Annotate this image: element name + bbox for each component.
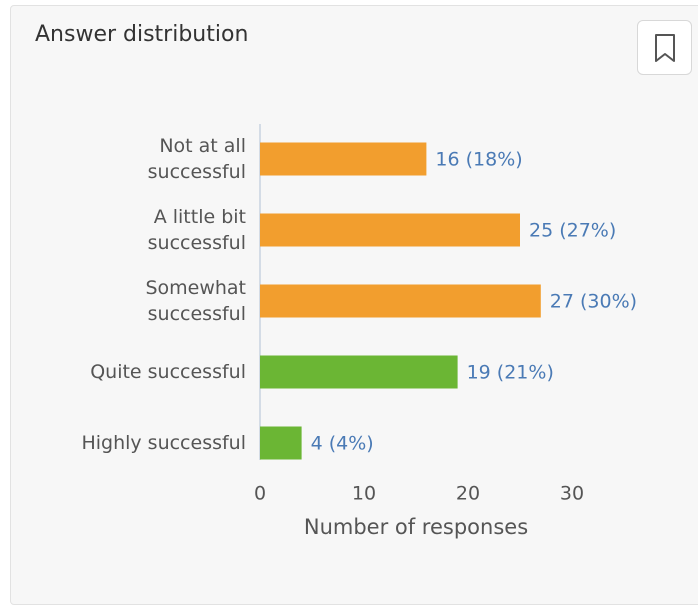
data-label: 25 (27%) xyxy=(529,220,616,242)
x-tick-label: 20 xyxy=(456,483,480,505)
bar xyxy=(260,142,427,176)
category-label: A little bit successful xyxy=(147,206,246,254)
bar xyxy=(260,426,302,460)
data-label: 4 (4%) xyxy=(311,433,374,455)
x-tick-label: 10 xyxy=(352,483,376,505)
bookmark-button[interactable] xyxy=(637,20,692,75)
category-label: Not at all successful xyxy=(147,135,246,183)
bookmark-icon xyxy=(655,34,675,62)
page: Answer distribution 0 10 20 30 Number of res… xyxy=(10,5,698,605)
x-tick-label: 0 xyxy=(254,483,266,505)
category-label: Quite successful xyxy=(90,361,246,383)
chart-title: Answer distribution xyxy=(35,22,249,47)
x-axis-label: Number of responses xyxy=(304,515,528,539)
data-label: 27 (30%) xyxy=(550,291,637,313)
chart: 0 10 20 30 Number of responses 16 (18%) 25 (27… xyxy=(254,124,637,539)
bar xyxy=(260,284,541,318)
data-label: 19 (21%) xyxy=(467,362,554,384)
bar xyxy=(260,213,520,247)
x-tick-label: 30 xyxy=(560,483,584,505)
category-label: Somewhat successful xyxy=(145,277,246,325)
category-label: Highly successful xyxy=(81,432,246,454)
bar xyxy=(260,355,458,389)
data-label: 16 (18%) xyxy=(435,149,522,171)
